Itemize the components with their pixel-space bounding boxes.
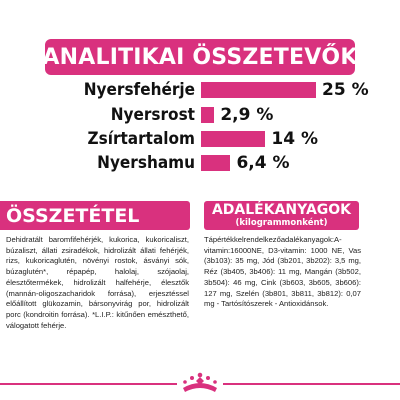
analytical-bar [201, 107, 215, 123]
analytical-label: Nyersfehérje [83, 80, 195, 100]
additives-subtitle: (kilogrammonként) [235, 218, 328, 228]
crown-icon [183, 372, 217, 392]
analytical-row-fat: Zsírtartalom 14 % [0, 129, 400, 149]
analytical-row-fiber: Nyersrost 2,9 % [0, 105, 400, 125]
composition-header: ÖSSZETÉTEL [0, 201, 190, 230]
additives-header: ADALÉKANYAGOK (kilogrammonként) [204, 201, 359, 230]
composition-text: Dehidratált baromfifehérjék, kukorica, k… [6, 235, 189, 330]
additives-title: ADALÉKANYAGOK [211, 202, 352, 218]
analytical-value: 14 % [271, 129, 318, 149]
royal-canin-crown-logo [177, 370, 223, 396]
analytical-title: ANALITIKAI ÖSSZETEVŐK [42, 44, 358, 70]
analytical-row-protein: Nyersfehérje 25 % [0, 80, 400, 100]
composition-title: ÖSSZETÉTEL [6, 204, 140, 227]
analytical-label: Nyershamu [97, 153, 195, 173]
analytical-label: Zsírtartalom [87, 129, 195, 149]
analytical-bar [201, 131, 266, 147]
additives-text: Tápértékkelrendelkezőadalékanyagok:A-vit… [204, 235, 361, 309]
analytical-row-ash: Nyershamu 6,4 % [0, 153, 400, 173]
analytical-value: 6,4 % [236, 153, 290, 173]
analytical-value: 25 % [322, 80, 369, 100]
analytical-bar [201, 155, 231, 171]
analytical-value: 2,9 % [220, 105, 274, 125]
analytical-label: Nyersrost [110, 105, 195, 125]
analytical-bar [201, 82, 316, 98]
analytical-title-banner: ANALITIKAI ÖSSZETEVŐK [42, 39, 358, 75]
